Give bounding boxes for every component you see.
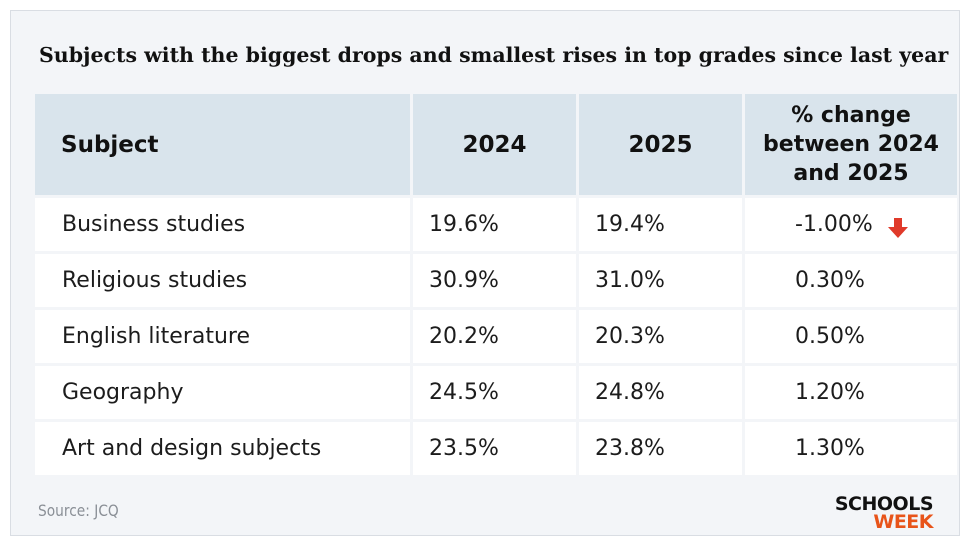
- chart-title: Subjects with the biggest drops and smal…: [39, 43, 949, 67]
- data-table: Subject 2024 2025 % change between 2024 …: [35, 94, 957, 478]
- table-row-subject-text: Geography: [62, 380, 184, 405]
- source-note: Source: JCQ: [38, 501, 119, 520]
- table-row-2025-text: 24.8%: [595, 380, 665, 405]
- table-row-change: 0.30%: [745, 254, 957, 310]
- table-row-2024-text: 23.5%: [429, 436, 499, 461]
- infographic-frame: Subjects with the biggest drops and smal…: [10, 10, 960, 536]
- column-header-subject: Subject: [35, 94, 413, 198]
- table-row-subject-text: Business studies: [62, 212, 246, 237]
- table-row-change-text: 1.30%: [795, 436, 865, 461]
- table-row-2025-text: 20.3%: [595, 324, 665, 349]
- column-header-change: % change between 2024 and 2025: [745, 94, 957, 198]
- table-row-2025-text: 19.4%: [595, 212, 665, 237]
- table-row-2025-text: 31.0%: [595, 268, 665, 293]
- table-row-subject-text: Religious studies: [62, 268, 248, 293]
- table-row-2024: 23.5%: [413, 422, 579, 478]
- table-row-subject: Art and design subjects: [35, 422, 413, 478]
- logo-line-2: WEEK: [873, 511, 933, 533]
- table-row-2024: 19.6%: [413, 198, 579, 254]
- table-row-2025-text: 23.8%: [595, 436, 665, 461]
- table-row-change: 0.50%: [745, 310, 957, 366]
- down-arrow-shape: [887, 217, 908, 238]
- table-row-2024-text: 30.9%: [429, 268, 499, 293]
- table-row-2024: 30.9%: [413, 254, 579, 310]
- logo-line-1: SCHOOLS: [834, 493, 934, 515]
- table-row-2025: 23.8%: [579, 422, 745, 478]
- schools-week-logo: SCHOOLS WEEK: [813, 493, 934, 533]
- table-row-change-text: 1.20%: [795, 380, 865, 405]
- table-row-subject-text: English literature: [62, 324, 251, 349]
- table-row-2025: 19.4%: [579, 198, 745, 254]
- table-row-2024-text: 20.2%: [429, 324, 499, 349]
- table-row-change-text: -1.00%: [795, 212, 873, 237]
- column-header-change-text: % change between 2024 and 2025: [763, 103, 939, 186]
- table-row-subject: Religious studies: [35, 254, 413, 310]
- table-row-change: 1.30%: [745, 422, 957, 478]
- table-row-change: 1.20%: [745, 366, 957, 422]
- table-row-change-text: 0.30%: [795, 268, 865, 293]
- table-row-subject-text: Art and design subjects: [62, 436, 322, 461]
- table-row-subject: English literature: [35, 310, 413, 366]
- table-row-subject: Business studies: [35, 198, 413, 254]
- table-row-2025: 20.3%: [579, 310, 745, 366]
- table-row-2024: 24.5%: [413, 366, 579, 422]
- column-header-2025: 2025: [579, 94, 745, 198]
- table-row-change-text: 0.50%: [795, 324, 865, 349]
- table-row-subject: Geography: [35, 366, 413, 422]
- table-row-2024-text: 19.6%: [429, 212, 499, 237]
- down-arrow-icon: [887, 217, 908, 238]
- table-row-2025: 24.8%: [579, 366, 745, 422]
- table-row-2024-text: 24.5%: [429, 380, 499, 405]
- table-row-change: -1.00%: [745, 198, 957, 254]
- table-row-2024: 20.2%: [413, 310, 579, 366]
- column-header-2024: 2024: [413, 94, 579, 198]
- table-row-2025: 31.0%: [579, 254, 745, 310]
